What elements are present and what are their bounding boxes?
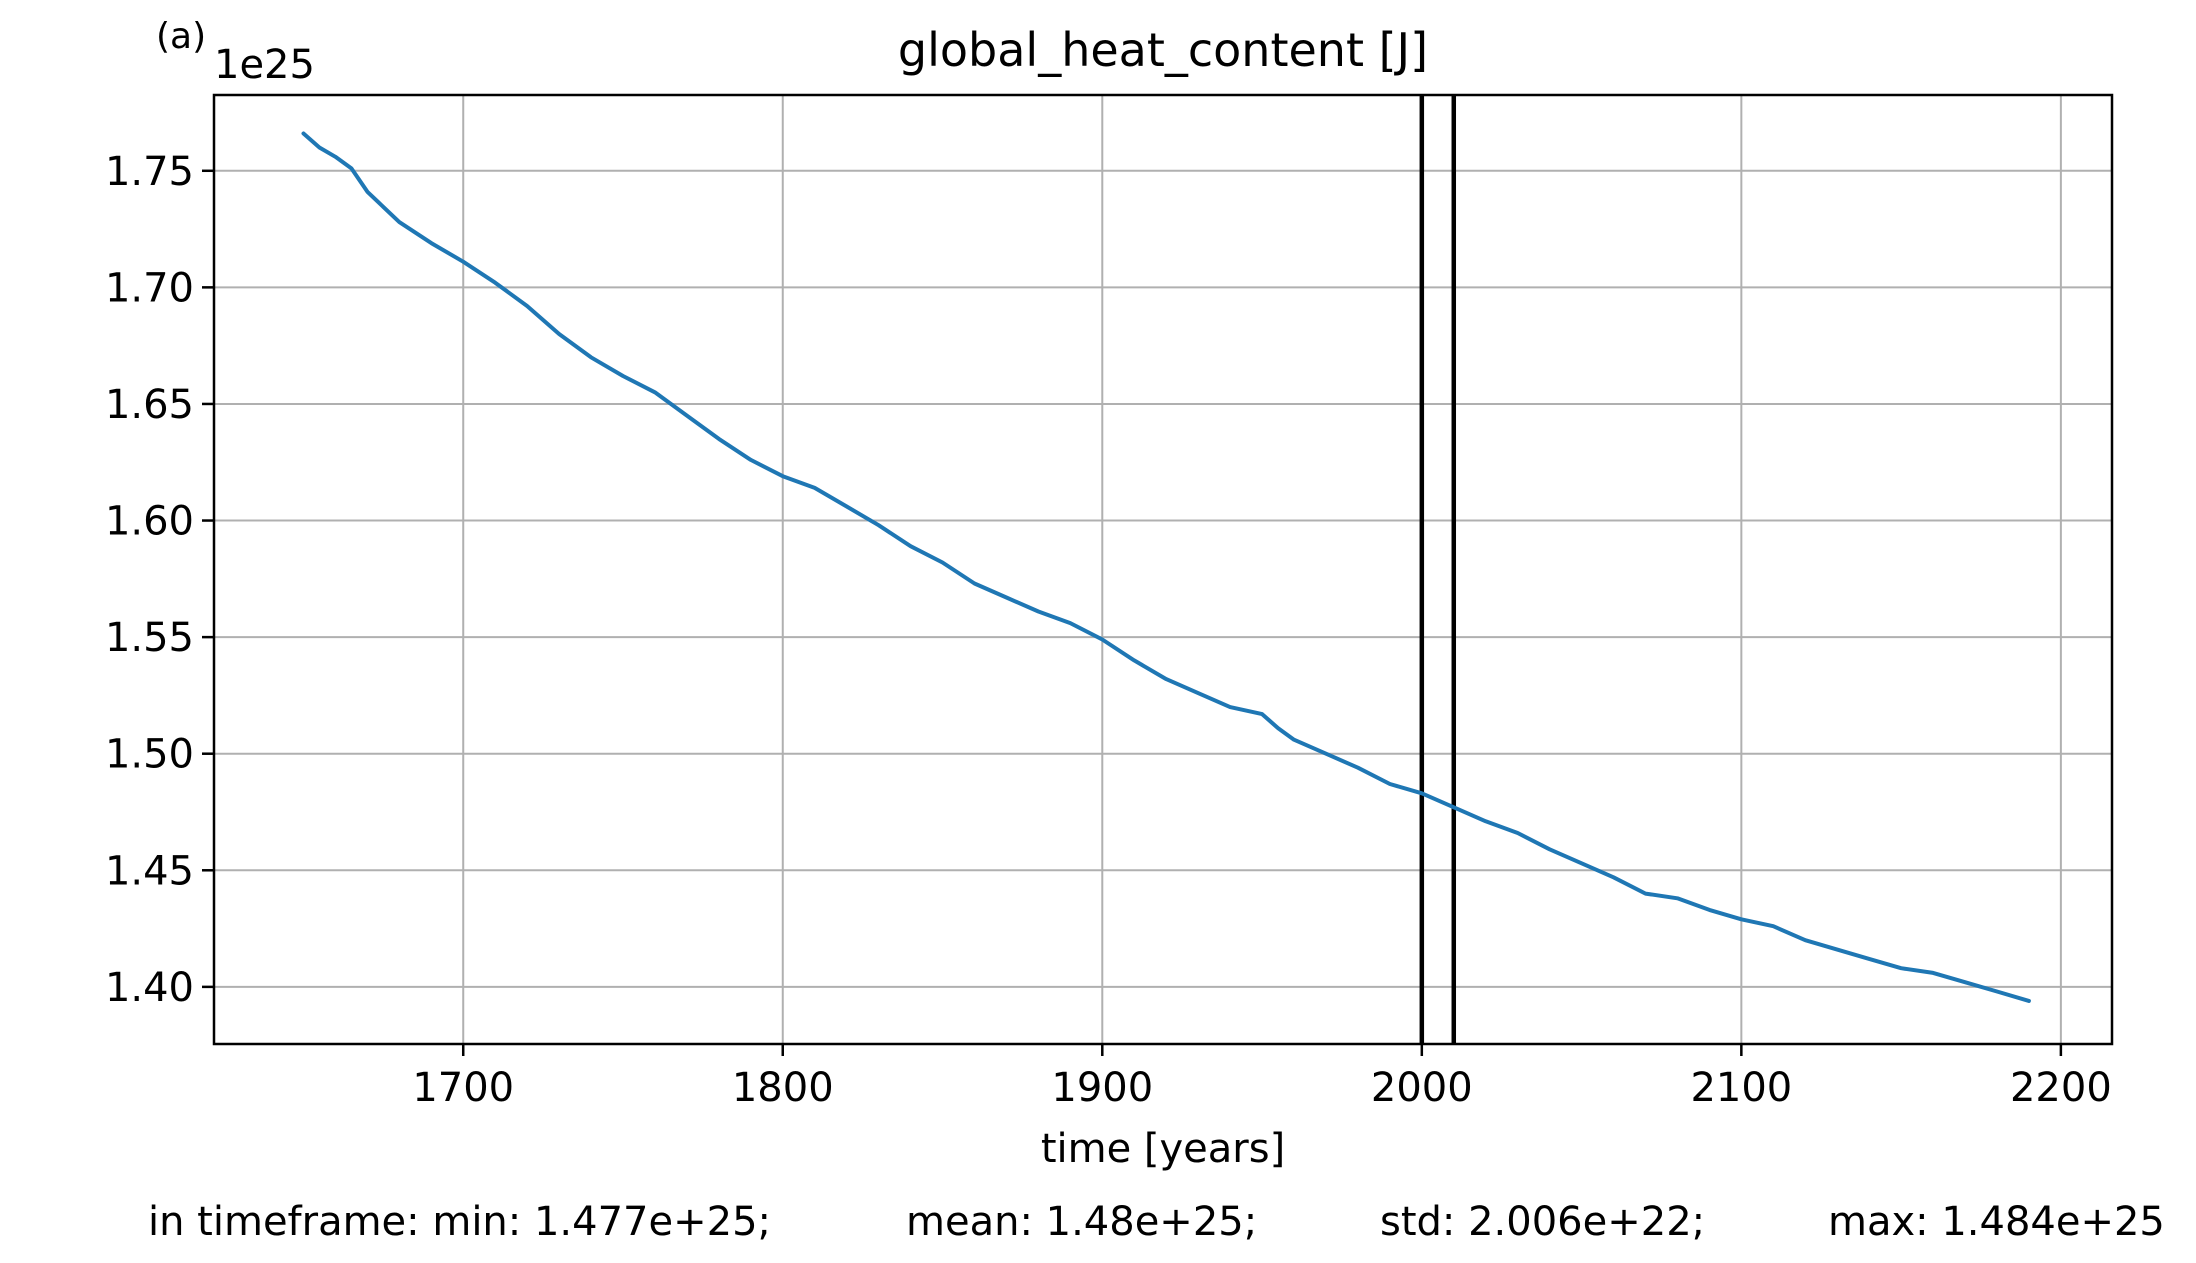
y-tick-label: 1.50	[105, 732, 194, 778]
x-tick-label: 1800	[732, 1065, 834, 1111]
stat-mean: mean: 1.48e+25;	[906, 1199, 1258, 1245]
y-tick-label: 1.65	[105, 382, 194, 428]
chart-title: global_heat_content [J]	[898, 23, 1428, 77]
y-tick-label: 1.60	[105, 499, 194, 545]
x-tick-label: 2100	[1690, 1065, 1792, 1111]
y-axis: 1.40 1.45 1.50 1.55 1.60 1.65 1.70 1.75	[105, 149, 214, 1011]
x-tick-label: 2000	[1371, 1065, 1473, 1111]
x-tick-label: 1700	[412, 1065, 514, 1111]
x-tick-label: 2200	[2010, 1065, 2112, 1111]
x-tick-label: 1900	[1051, 1065, 1153, 1111]
stat-std: std: 2.006e+22;	[1380, 1199, 1706, 1245]
y-tick-label: 1.40	[105, 965, 194, 1011]
x-axis: 1700 1800 1900 2000 2100 2200	[412, 1044, 2112, 1111]
y-tick-label: 1.45	[105, 848, 194, 894]
panel-label: (a)	[156, 16, 206, 57]
series-line	[301, 131, 2031, 1003]
plot-frame	[212, 93, 2114, 1046]
x-axis-label: time [years]	[1041, 1126, 1285, 1172]
stat-min: in timeframe: min: 1.477e+25;	[148, 1199, 771, 1245]
y-tick-label: 1.55	[105, 615, 194, 661]
y-offset-text: 1e25	[214, 42, 315, 88]
y-tick-label: 1.70	[105, 265, 194, 311]
grid	[214, 95, 2112, 1044]
y-tick-label: 1.75	[105, 149, 194, 195]
stat-max: max: 1.484e+25	[1828, 1199, 2165, 1245]
timeframe-markers	[1419, 95, 1457, 1044]
